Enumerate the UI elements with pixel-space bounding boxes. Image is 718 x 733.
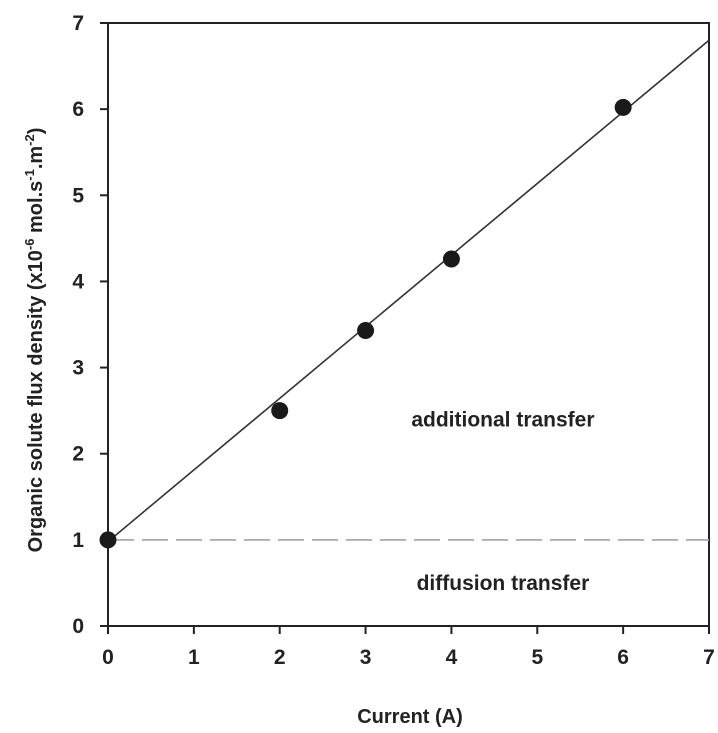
x-tick-label: 5 bbox=[531, 646, 543, 669]
data-point bbox=[99, 531, 117, 549]
x-tick-label: 7 bbox=[703, 646, 715, 669]
y-tick-label: 5 bbox=[72, 184, 84, 207]
ticks: 0 1 2 3 4 5 6 7 0 1 2 3 4 5 6 7 bbox=[72, 12, 715, 669]
fit-line bbox=[107, 39, 710, 543]
data-point bbox=[271, 402, 289, 420]
y-tick-label: 1 bbox=[72, 529, 84, 552]
y-tick-label: 2 bbox=[72, 443, 84, 466]
y-tick-label: 3 bbox=[72, 357, 84, 380]
x-tick-label: 1 bbox=[188, 646, 200, 669]
y-tick-label: 7 bbox=[72, 12, 84, 35]
x-tick-label: 2 bbox=[274, 646, 286, 669]
y-axis-title-mid1: mol.s bbox=[25, 181, 47, 239]
axes bbox=[107, 22, 710, 627]
y-axis-title-prefix: Organic solute flux density (x10 bbox=[25, 250, 47, 552]
x-tick-label: 3 bbox=[360, 646, 372, 669]
annotation-label: additional transfer bbox=[411, 408, 594, 431]
y-axis-title-suffix: ) bbox=[25, 128, 47, 135]
x-tick-label: 4 bbox=[446, 646, 458, 669]
y-tick-label: 0 bbox=[72, 615, 84, 638]
y-axis-title-exp3: -2 bbox=[22, 134, 37, 146]
data-point bbox=[357, 322, 375, 340]
annotations: additional transfer diffusion transfer bbox=[411, 408, 594, 595]
series bbox=[99, 39, 710, 549]
x-tick-label: 0 bbox=[102, 646, 114, 669]
y-axis-title-mid2: .m bbox=[25, 146, 47, 169]
y-axis-title-exp1: -6 bbox=[22, 239, 37, 251]
data-point bbox=[614, 98, 632, 116]
y-tick-label: 4 bbox=[72, 270, 84, 293]
x-tick-label: 6 bbox=[617, 646, 629, 669]
y-axis-title-exp2: -1 bbox=[22, 169, 37, 181]
y-tick-label: 6 bbox=[72, 98, 84, 121]
annotation-label: diffusion transfer bbox=[417, 572, 590, 595]
x-axis-title: Current (A) bbox=[357, 706, 463, 728]
y-axis-title: Organic solute flux density (x10-6 mol.s… bbox=[22, 128, 47, 553]
plot-frame bbox=[107, 22, 710, 627]
data-point bbox=[442, 250, 460, 268]
